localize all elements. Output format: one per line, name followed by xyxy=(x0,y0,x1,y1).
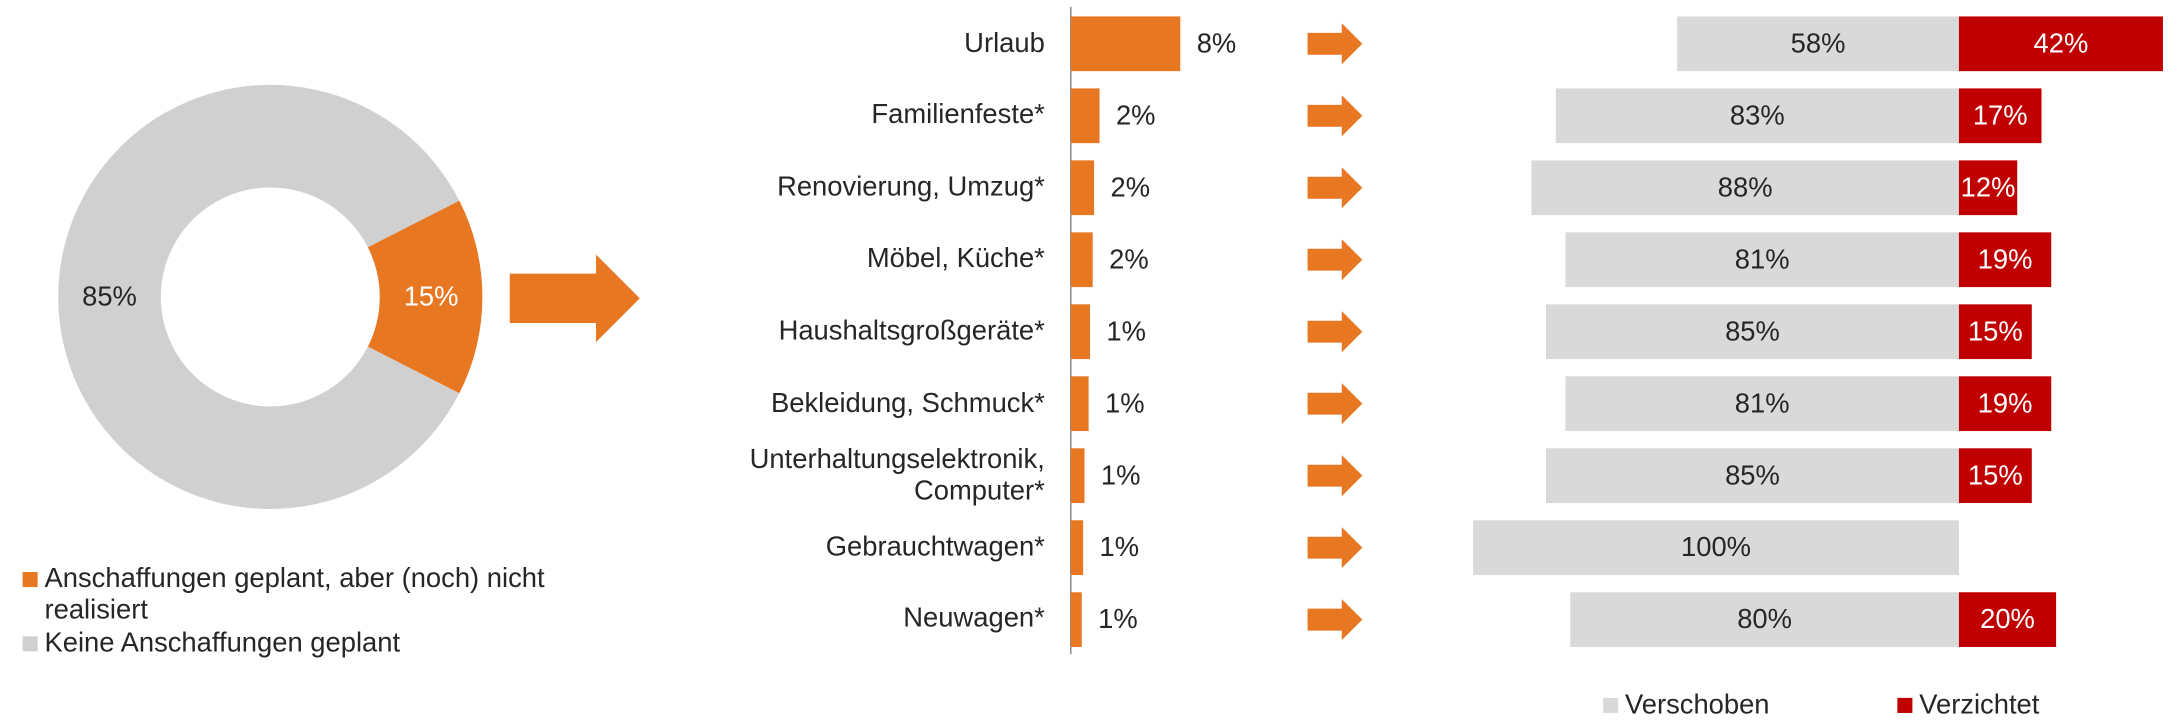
stack-segment xyxy=(1570,592,1959,647)
category-label-box: Möbel, Küche* xyxy=(866,243,1045,275)
legend-swatch xyxy=(22,636,38,652)
stack-segment xyxy=(1555,88,1959,144)
segment-label: 80% xyxy=(1737,603,1792,634)
legend-label: Keine Anschaffungen geplant xyxy=(44,628,401,659)
segment-label: 19% xyxy=(1978,243,2033,274)
legend-label-box: Keine Anschaffungen geplant xyxy=(44,628,401,659)
bar-value-label: 1% xyxy=(1100,531,1140,562)
category-label-box: Neuwagen* xyxy=(903,603,1045,634)
stack-segment xyxy=(1546,448,1959,504)
category-label-box: Gebrauchtwagen* xyxy=(825,531,1045,562)
stack-segment xyxy=(1958,232,2052,288)
category-label: Familienfeste* xyxy=(871,100,1045,131)
bar xyxy=(1070,160,1095,216)
segment-label: 85% xyxy=(1725,459,1780,490)
row-arrow xyxy=(1307,167,1363,209)
bar-value-label: 1% xyxy=(1105,387,1145,418)
segment-label: 88% xyxy=(1718,171,1773,202)
stack-segment xyxy=(1958,448,2032,504)
category-label: Möbel, Küche* xyxy=(866,243,1045,275)
category-label-box: Haushaltsgroßgeräte* xyxy=(778,315,1045,347)
category-label-box: Familienfeste* xyxy=(871,100,1045,131)
row-arrow xyxy=(1307,23,1363,65)
legend-swatch xyxy=(1897,697,1913,713)
stack-segment xyxy=(1565,232,1959,288)
stack-segment xyxy=(1958,376,2052,432)
category-label: Urlaub xyxy=(964,28,1045,59)
segment-label: 81% xyxy=(1735,243,1790,274)
stack-segment xyxy=(1958,160,2018,216)
bar-value-label: 2% xyxy=(1111,171,1151,202)
row-arrow xyxy=(1307,599,1363,641)
row-arrow xyxy=(1307,527,1363,569)
legend-label: Anschaffungen geplant, aber (noch) nicht… xyxy=(44,563,545,626)
big-arrow xyxy=(509,254,640,343)
segment-label: 15% xyxy=(1968,315,2023,346)
row-arrow xyxy=(1307,311,1363,353)
bar-value-label: 2% xyxy=(1116,99,1156,130)
donut-slice xyxy=(58,84,460,510)
row-arrow xyxy=(1307,95,1363,137)
stack-segment xyxy=(1958,304,2032,360)
segment-label: 85% xyxy=(1725,315,1780,346)
category-label-box: Unterhaltungselektronik, Computer* xyxy=(749,444,1045,506)
segment-label: 12% xyxy=(1961,171,2016,202)
category-label-box: Bekleidung, Schmuck* xyxy=(770,387,1045,419)
category-label: Unterhaltungselektronik, Computer* xyxy=(749,444,1045,506)
segment-label: 83% xyxy=(1730,99,1785,130)
bar xyxy=(1070,232,1093,288)
segment-label: 19% xyxy=(1978,387,2033,418)
category-label: Gebrauchtwagen* xyxy=(825,531,1045,562)
donut-slice xyxy=(367,200,483,394)
bar xyxy=(1070,88,1100,144)
slice-label: 15% xyxy=(404,281,459,312)
segment-label: 100% xyxy=(1681,531,1751,562)
segment-label: 81% xyxy=(1735,387,1790,418)
bar-value-label: 1% xyxy=(1098,603,1138,634)
stack-segment xyxy=(1958,592,2057,647)
stack-segment xyxy=(1958,16,2163,72)
category-label: Haushaltsgroßgeräte* xyxy=(778,315,1045,347)
segment-label: 20% xyxy=(1980,603,2035,634)
category-label-box: Urlaub xyxy=(964,28,1045,59)
stack-segment xyxy=(1531,160,1959,216)
segment-label: 15% xyxy=(1968,459,2023,490)
stack-segment xyxy=(1565,376,1959,432)
legend-label: Verschoben xyxy=(1625,688,1770,719)
bar xyxy=(1070,16,1181,72)
bar-value-label: 8% xyxy=(1197,27,1237,58)
category-label: Bekleidung, Schmuck* xyxy=(770,387,1045,419)
legend-label-box: Anschaffungen geplant, aber (noch) nicht… xyxy=(44,563,545,626)
bar xyxy=(1070,376,1089,432)
segment-label: 58% xyxy=(1791,27,1846,58)
bar-value-label: 1% xyxy=(1101,459,1141,490)
stack-segment xyxy=(1546,304,1959,360)
bar xyxy=(1070,448,1085,504)
bar-value-label: 2% xyxy=(1109,243,1149,274)
legend-swatch xyxy=(22,572,38,588)
legend-label: Verzichtet xyxy=(1919,688,2040,719)
row-arrow xyxy=(1307,383,1363,425)
bar-value-label: 1% xyxy=(1106,315,1146,346)
bar xyxy=(1070,304,1090,360)
slice-label: 85% xyxy=(82,281,137,312)
bar xyxy=(1070,520,1084,576)
category-label: Neuwagen* xyxy=(903,603,1045,634)
category-label: Renovierung, Umzug* xyxy=(777,171,1045,203)
stack-segment xyxy=(1958,88,2042,144)
bar xyxy=(1070,592,1082,647)
legend-swatch xyxy=(1603,697,1619,713)
row-arrow xyxy=(1307,239,1363,281)
category-label-box: Renovierung, Umzug* xyxy=(777,171,1045,203)
segment-label: 17% xyxy=(1973,99,2028,130)
row-arrow xyxy=(1307,455,1363,497)
stack-segment xyxy=(1677,16,1959,72)
stack-segment xyxy=(1473,520,1959,576)
segment-label: 42% xyxy=(2034,27,2089,58)
